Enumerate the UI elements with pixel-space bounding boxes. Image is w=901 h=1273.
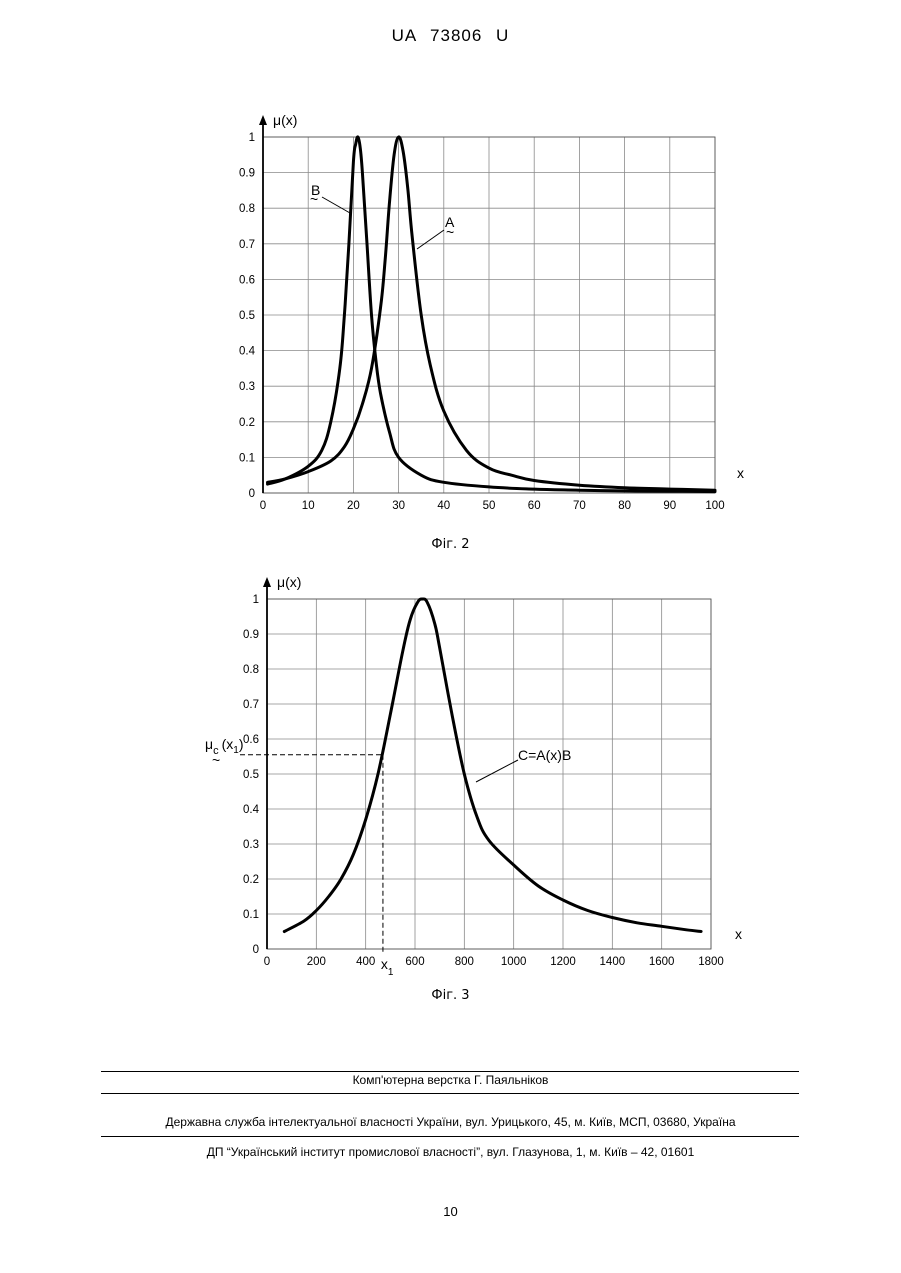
- x-tick-label: 100: [705, 500, 724, 512]
- x-tick-label: 0: [260, 500, 266, 512]
- x-tick-label: 800: [455, 956, 474, 968]
- x-tick-label: 1800: [698, 956, 724, 968]
- marker-y-label: μc(x1): [205, 736, 243, 757]
- series-label-a-tilde: ~: [446, 224, 454, 240]
- series-line-b: [268, 137, 716, 492]
- y-tick-label: 1: [249, 132, 255, 144]
- document-header: UA 73806 U: [0, 26, 901, 46]
- x-tick-label: 600: [405, 956, 424, 968]
- y-tick-label: 0.8: [239, 203, 255, 215]
- footer-rule-middle: [101, 1093, 799, 1094]
- y-tick-label: 0.1: [243, 909, 259, 921]
- x-tick-label: 1400: [600, 956, 626, 968]
- x-axis-label: x: [735, 926, 742, 942]
- y-tick-label: 0.5: [243, 769, 259, 781]
- x-tick-label: 10: [302, 500, 315, 512]
- y-tick-label: 0.3: [243, 839, 259, 851]
- x-tick-label: 70: [573, 500, 586, 512]
- x-tick-label: 40: [437, 500, 450, 512]
- x-tick-label: 30: [392, 500, 405, 512]
- y-axis-label: μ(x): [277, 574, 301, 590]
- series-line-caxb: [284, 599, 701, 932]
- y-axis-label: μ(x): [273, 112, 297, 128]
- figure-3-chart: 0 200 400 600 800 1000 1200 1400 1600 1800 0 0.1 0.2…: [0, 566, 901, 986]
- page-number: 10: [0, 1204, 901, 1219]
- x-tick-label: 0: [264, 956, 270, 968]
- series-label-c: C=A(x)B: [518, 747, 571, 763]
- y-tick-label: 0.4: [239, 346, 256, 358]
- figure-3-caption: Фіг. 3: [0, 988, 901, 1003]
- figure-2-caption: Фіг. 2: [0, 537, 901, 552]
- y-tick-label: 0: [253, 944, 259, 956]
- y-tick-label: 0.9: [239, 168, 255, 180]
- marker-y-label-tilde: ~: [212, 752, 220, 768]
- y-tick-label: 0.5: [239, 310, 255, 322]
- y-tick-label: 0.3: [239, 381, 255, 393]
- y-tick-label: 0.1: [239, 452, 255, 464]
- y-tick-label: 1: [253, 594, 259, 606]
- y-tick-label: 0.7: [243, 699, 259, 711]
- x-tick-label: 1000: [501, 956, 527, 968]
- y-axis-arrow: [263, 577, 271, 587]
- series-label-a-leader: [417, 230, 444, 249]
- footer-institute-address: ДП “Український інститут промислової вла…: [0, 1145, 901, 1159]
- y-tick-label: 0.2: [243, 874, 259, 886]
- series-label-b-tilde: ~: [310, 191, 318, 207]
- x-tick-label: 200: [307, 956, 326, 968]
- y-axis-arrow: [259, 115, 267, 125]
- x-tick-label: 60: [528, 500, 541, 512]
- series-label-b-leader: [322, 197, 350, 213]
- footer-rule-top: [101, 1071, 799, 1072]
- x-tick-label: 50: [483, 500, 496, 512]
- y-tick-label: 0.4: [243, 804, 260, 816]
- y-tick-label: 0.6: [239, 274, 255, 286]
- y-tick-label: 0.7: [239, 239, 255, 251]
- footer-rule-bottom: [101, 1136, 799, 1137]
- y-tick-label: 0.6: [243, 734, 259, 746]
- y-tick-label: 0.9: [243, 629, 259, 641]
- figure-2-chart: 0 10 20 30 40 50 60 70 80 90 100 0 0.1 0.2 0.3 0.4 0.5 0.…: [0, 100, 901, 530]
- footer-office-address: Державна служба інтелектуальної власност…: [0, 1115, 901, 1129]
- y-tick-label: 0.2: [239, 417, 255, 429]
- x-tick-label: 80: [618, 500, 631, 512]
- marker-x-label: x1: [381, 956, 394, 978]
- series-line-a: [268, 137, 716, 490]
- x-tick-label: 1600: [649, 956, 675, 968]
- x-tick-label: 20: [347, 500, 360, 512]
- x-axis-label: x: [737, 465, 744, 481]
- y-tick-label: 0: [249, 488, 255, 500]
- series-label-c-leader: [476, 760, 518, 782]
- x-tick-label: 90: [663, 500, 676, 512]
- x-tick-label: 400: [356, 956, 375, 968]
- footer-typesetter: Комп'ютерна верстка Г. Паяльніков: [0, 1073, 901, 1087]
- y-tick-label: 0.8: [243, 664, 259, 676]
- x-tick-label: 1200: [550, 956, 576, 968]
